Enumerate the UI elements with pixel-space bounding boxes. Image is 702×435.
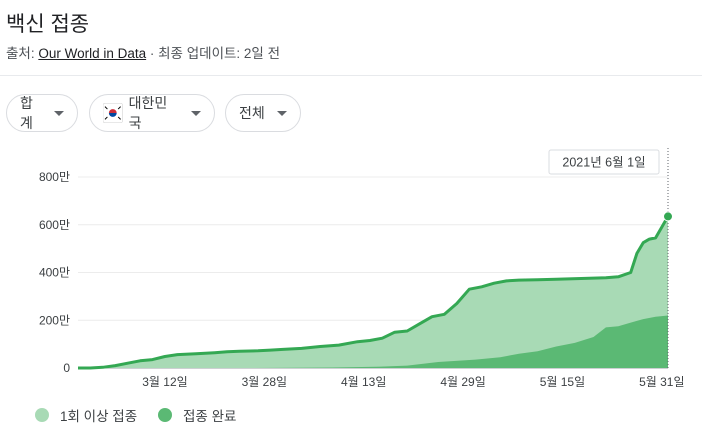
legend-fully-vaccinated[interactable]: 접종 완료 — [158, 405, 236, 425]
y-tick-label: 600만 — [39, 218, 70, 232]
chevron-down-icon — [276, 110, 287, 116]
x-tick-label: 3월 28일 — [242, 375, 287, 389]
divider — [0, 75, 702, 76]
chevron-down-icon — [54, 110, 64, 116]
x-tick-label: 5월 15일 — [540, 375, 585, 389]
legend-label-fully: 접종 완료 — [183, 409, 237, 424]
x-tick-label: 4월 13일 — [341, 375, 386, 389]
group-dropdown[interactable]: 전체 — [225, 94, 301, 132]
metric-dropdown-label: 합계 — [20, 95, 33, 131]
legend-swatch-first-dose — [35, 408, 49, 422]
legend-first-dose[interactable]: 1회 이상 접종 — [35, 405, 137, 425]
y-tick-label: 0 — [63, 361, 70, 375]
vaccination-chart[interactable]: 0 200만 400만 600만 800만 3월 12일 3월 28일 4월 13일 4월 29… — [0, 140, 702, 390]
south-korea-flag-icon — [103, 103, 123, 123]
metric-dropdown[interactable]: 합계 — [6, 94, 78, 132]
last-updated: · 최종 업데이트: 2일 전 — [146, 46, 281, 61]
tooltip-box — [548, 149, 660, 175]
series-line-first-dose — [78, 215, 670, 370]
chevron-down-icon — [191, 110, 201, 116]
tooltip-date: 2021년 6월 1일 — [562, 156, 645, 170]
country-dropdown-label: 대한민국 — [128, 95, 168, 131]
hover-point — [663, 211, 673, 222]
source-prefix: 출처: — [6, 46, 39, 61]
date-tooltip: 2021년 6월 1일 — [548, 149, 660, 175]
x-tick-label: 5월 31일 — [639, 375, 684, 389]
x-tick-label: 4월 29일 — [440, 375, 485, 389]
country-dropdown[interactable]: 대한민국 — [89, 94, 215, 132]
y-tick-label: 200만 — [39, 313, 70, 327]
legend-label-first-dose: 1회 이상 접종 — [60, 409, 138, 424]
legend-swatch-fully — [158, 408, 172, 422]
source-line: 출처: Our World in Data · 최종 업데이트: 2일 전 — [6, 42, 280, 62]
x-tick-label: 3월 12일 — [142, 375, 187, 389]
group-dropdown-label: 전체 — [239, 105, 265, 121]
page-title: 백신 접종 — [6, 13, 90, 36]
source-link[interactable]: Our World in Data — [38, 46, 147, 61]
y-tick-label: 400만 — [39, 266, 70, 280]
y-tick-label: 800만 — [39, 170, 70, 184]
series-area-first-dose — [78, 216, 668, 368]
series-area-fully-vaccinated — [78, 315, 668, 368]
